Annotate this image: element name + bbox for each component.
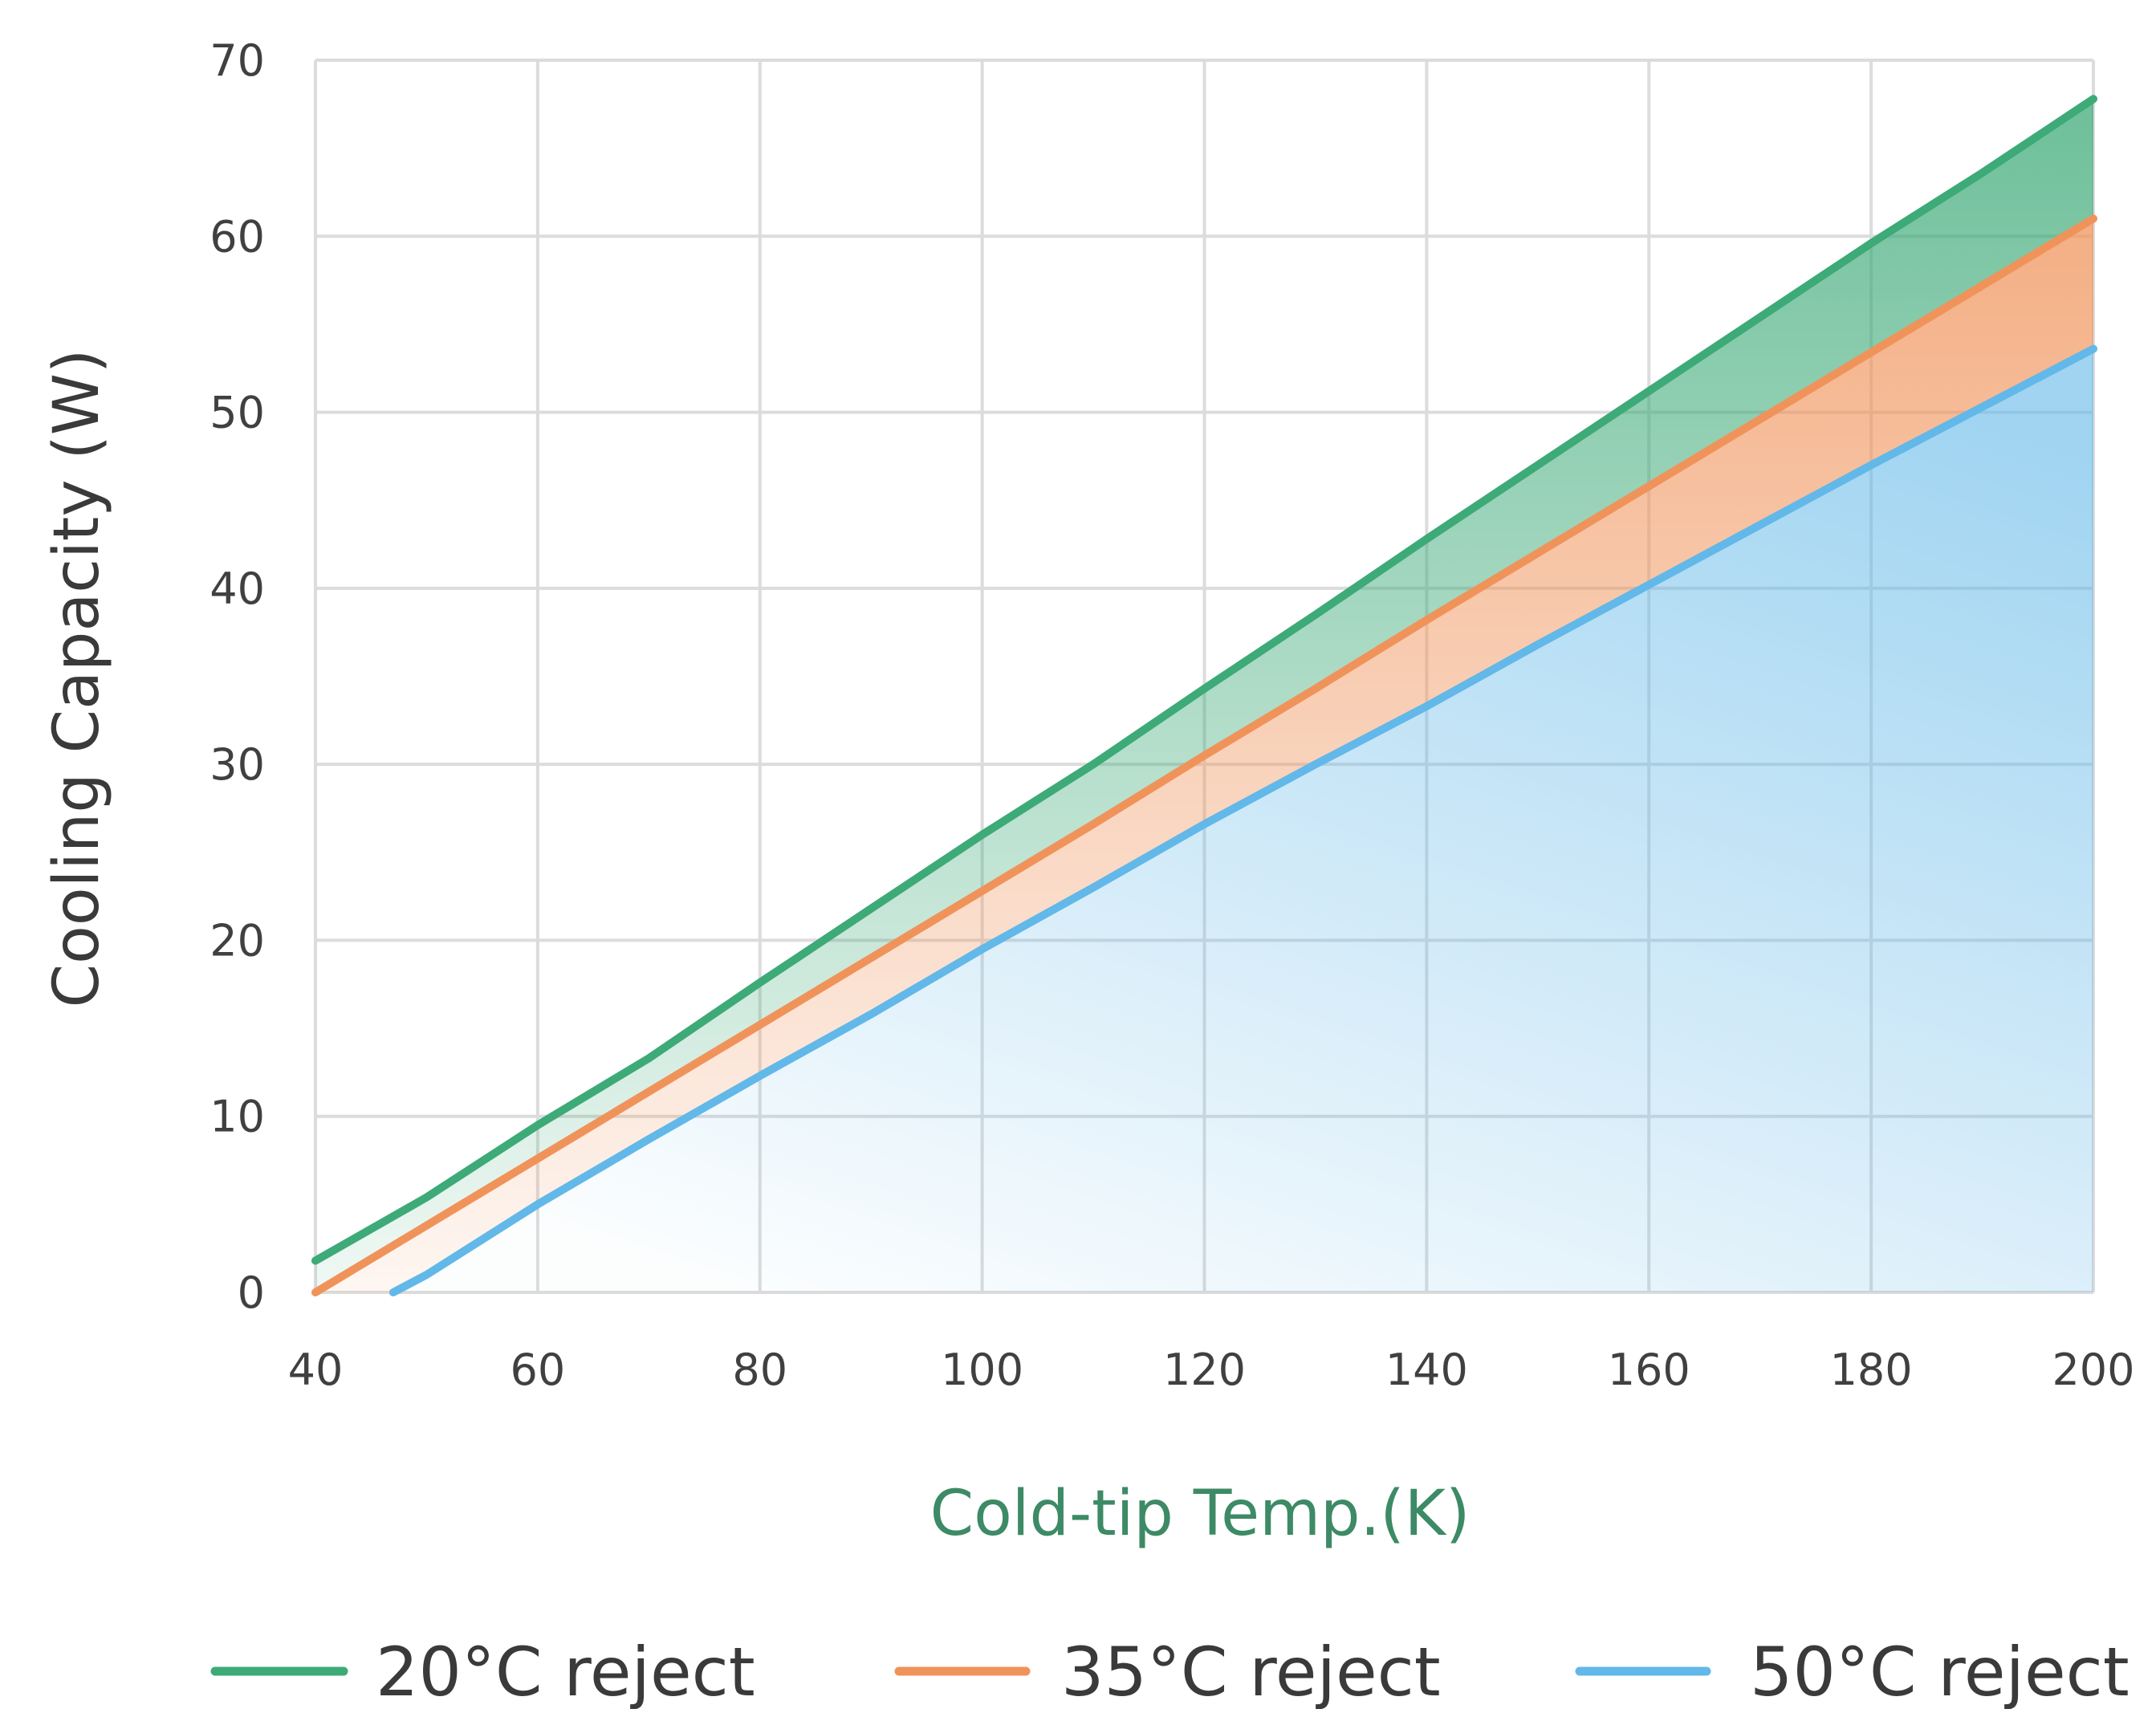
y-tick-label: 0 [238,1267,265,1318]
y-tick-label: 70 [209,35,265,86]
x-tick-label: 160 [1608,1345,1690,1395]
x-tick-label: 180 [1830,1345,1913,1395]
series-line-50c [388,344,2097,1296]
series-line-35c [311,214,2097,1296]
x-axis-label: Cold-tip Temp.(K) [930,1478,1471,1550]
x-tick-label: 100 [941,1345,1023,1395]
y-tick-label: 40 [209,564,265,614]
y-tick-label: 60 [209,211,265,262]
y-tick-label: 20 [209,915,265,966]
y-tick-label: 30 [209,739,265,790]
x-tick-label: 80 [732,1345,787,1395]
area-fill-50c [393,348,2093,1293]
legend-label-35c: 35°C reject [1061,1633,1441,1709]
x-tick-label: 60 [511,1345,566,1395]
area-fill-20c [315,99,2093,1292]
legend: 20°C reject 35°C reject 50°C reject [210,1633,2130,1711]
y-tick-label: 10 [209,1092,265,1142]
x-tick-label: 140 [1385,1345,1468,1395]
legend-label-20c: 20°C reject [376,1633,755,1709]
axis-ticks: 40 60 80 100 120 140 160 180 200 0 10 20 30 40 50 60 70 [209,35,2134,1395]
x-tick-label: 40 [288,1345,344,1395]
x-tick-label: 200 [2052,1345,2134,1395]
series-line-20c [311,95,2097,1265]
y-axis-label: Cooling Capacity (W) [41,349,113,1008]
series-lines [311,95,2097,1296]
x-tick-label: 120 [1163,1345,1246,1395]
y-tick-label: 50 [209,388,265,438]
legend-label-50c: 50°C reject [1750,1633,2130,1709]
